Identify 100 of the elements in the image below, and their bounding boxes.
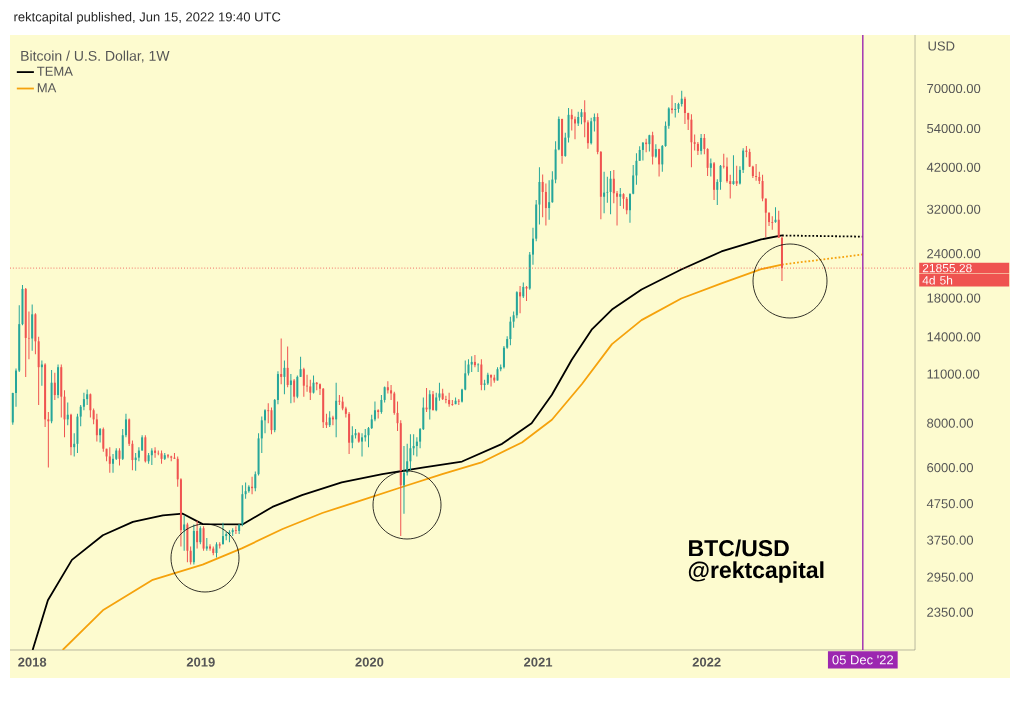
candlestick [286,346,289,388]
candlestick [755,163,758,182]
candlestick [89,392,92,419]
candlestick [361,432,364,457]
candlestick [658,148,661,177]
candlestick [735,165,738,187]
y-tick-label: 11000.00 [927,369,980,379]
candlestick [53,372,56,401]
candlestick [296,374,299,399]
candlestick [690,113,693,168]
candlestick [144,434,147,464]
candlestick [380,394,383,415]
candlestick [771,215,774,231]
candlestick [299,356,302,378]
annotation: @rektcapital [688,561,824,583]
y-tick-label: 6000.00 [927,462,974,473]
x-tick-label: 2019 [186,657,215,667]
candlestick [603,171,606,214]
candlestick [112,453,115,474]
y-tick-label: 54000.00 [927,123,981,134]
candlestick [661,144,664,173]
y-tick-label: 24000.00 [927,249,981,259]
candlestick [289,373,292,404]
y-tick-label: 2350.00 [927,607,974,617]
candlestick [693,133,696,152]
text: 4d 5h [922,275,953,285]
candlestick [719,164,722,191]
y-axis-title: USD [928,41,955,51]
y-tick-label: 42000.00 [926,162,981,172]
candlestick [764,198,767,238]
candlestick [270,407,273,435]
candlestick [432,390,434,411]
candlestick [183,514,186,552]
candlestick [338,394,341,406]
candlestick [444,395,447,404]
candlestick [435,392,438,412]
candlestick [515,290,518,319]
candlestick [189,545,192,566]
candlestick [703,133,706,155]
candlestick [202,525,205,552]
candlestick [99,427,102,443]
candlestick [635,152,638,186]
x-tick-label: 2018 [18,657,47,667]
candlestick [700,133,703,156]
candlestick [574,115,576,140]
candlestick [209,543,212,552]
y-tick-label: 2950.00 [927,572,974,582]
y-tick-label: 70000.00 [927,83,981,94]
candlestick [761,174,764,202]
x-tick-label: 2020 [355,657,384,667]
candlestick [544,183,547,227]
y-tick-label: 4750.00 [926,499,974,509]
legend-label: MA [37,83,57,93]
candlestick [590,117,593,145]
candlestick [480,358,483,391]
text: rektcapital published, Jun 15, 2022 19:40 UTC [14,11,281,25]
candlestick [683,96,686,125]
y-tick-label: 8000.00 [927,418,974,428]
y-tick-label: 14000.00 [927,332,981,342]
candlestick [671,94,674,115]
candlestick [632,164,635,195]
ref-line-label: 21855.28 [922,263,972,273]
x-tick-label: 2021 [524,657,553,667]
candlestick [725,157,728,184]
candlestick [519,285,522,314]
text: Bitcoin / U.S. Dollar, 1W [21,50,170,63]
candlestick [69,413,72,456]
candlestick [732,154,735,186]
y-tick-label: 3750.00 [927,535,974,545]
candlestick [509,316,512,346]
candlestick [651,131,654,165]
candlestick [309,379,312,401]
candlestick [302,367,305,398]
candlestick [63,389,66,438]
candlestick [95,413,98,443]
candlestick [280,338,283,385]
candlestick [102,427,105,453]
candlestick [264,408,267,434]
candlestick [335,382,338,438]
candlestick [254,470,257,492]
candlestick [567,107,570,144]
candlestick [716,178,719,206]
ref-line-label: 05 Dec '22 [832,655,894,665]
candlestick [402,445,405,515]
x-tick-label: 2022 [692,657,721,667]
candlestick [696,141,699,156]
candlestick [742,147,745,174]
candlestick [564,132,567,158]
y-tick-label: 18000.00 [927,293,981,303]
candlestick [428,389,431,420]
candlestick [167,453,169,459]
candlestick [293,378,296,403]
y-tick-label: 32000.00 [927,204,981,214]
legend-label: TEMA [37,66,73,76]
candlestick [609,170,612,215]
annotation: BTC/USD [689,539,789,557]
candlestick [548,179,551,221]
candlestick [283,360,286,395]
candlestick [351,425,354,449]
candlestick [706,147,709,177]
